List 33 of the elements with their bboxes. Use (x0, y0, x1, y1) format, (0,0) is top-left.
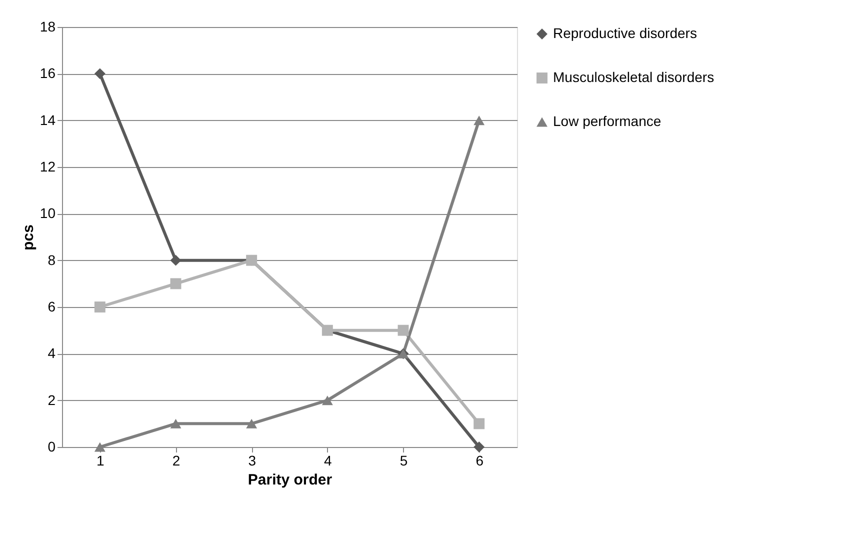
legend-label: Low performance (553, 113, 662, 129)
x-tick-label: 5 (400, 452, 408, 468)
x-tick-label: 4 (324, 452, 332, 468)
y-axis-title: pcs (20, 224, 37, 250)
y-tick-label: 10 (40, 205, 56, 222)
point (322, 396, 333, 406)
point (170, 418, 182, 428)
legend-label: Reproductive disorders (553, 25, 697, 41)
y-tick-label: 18 (40, 18, 56, 34)
point (474, 442, 485, 452)
point (170, 254, 182, 266)
y-tick-label: 0 (48, 438, 56, 454)
x-tick-label: 6 (476, 452, 484, 468)
point (398, 324, 409, 336)
point (170, 278, 182, 290)
x-tick-label: 2 (172, 452, 180, 468)
point (94, 68, 106, 80)
x-axis-title: Parity order (248, 472, 332, 488)
y-tick-label: 6 (48, 298, 56, 314)
y-tick-label: 8 (48, 252, 56, 268)
point (94, 442, 106, 452)
x-tick-label: 1 (96, 452, 105, 468)
y-tick-label: 12 (40, 158, 56, 174)
point (94, 302, 106, 312)
y-tick-label: 16 (40, 65, 56, 82)
point (474, 116, 485, 126)
point (246, 418, 258, 428)
legend-label: Musculoskeletal disorders (553, 69, 714, 85)
y-tick-label: 4 (48, 345, 56, 362)
y-tick-label: 2 (48, 392, 56, 408)
point (474, 418, 485, 430)
x-tick-label: 3 (248, 452, 256, 468)
y-tick-label: 14 (40, 112, 56, 128)
